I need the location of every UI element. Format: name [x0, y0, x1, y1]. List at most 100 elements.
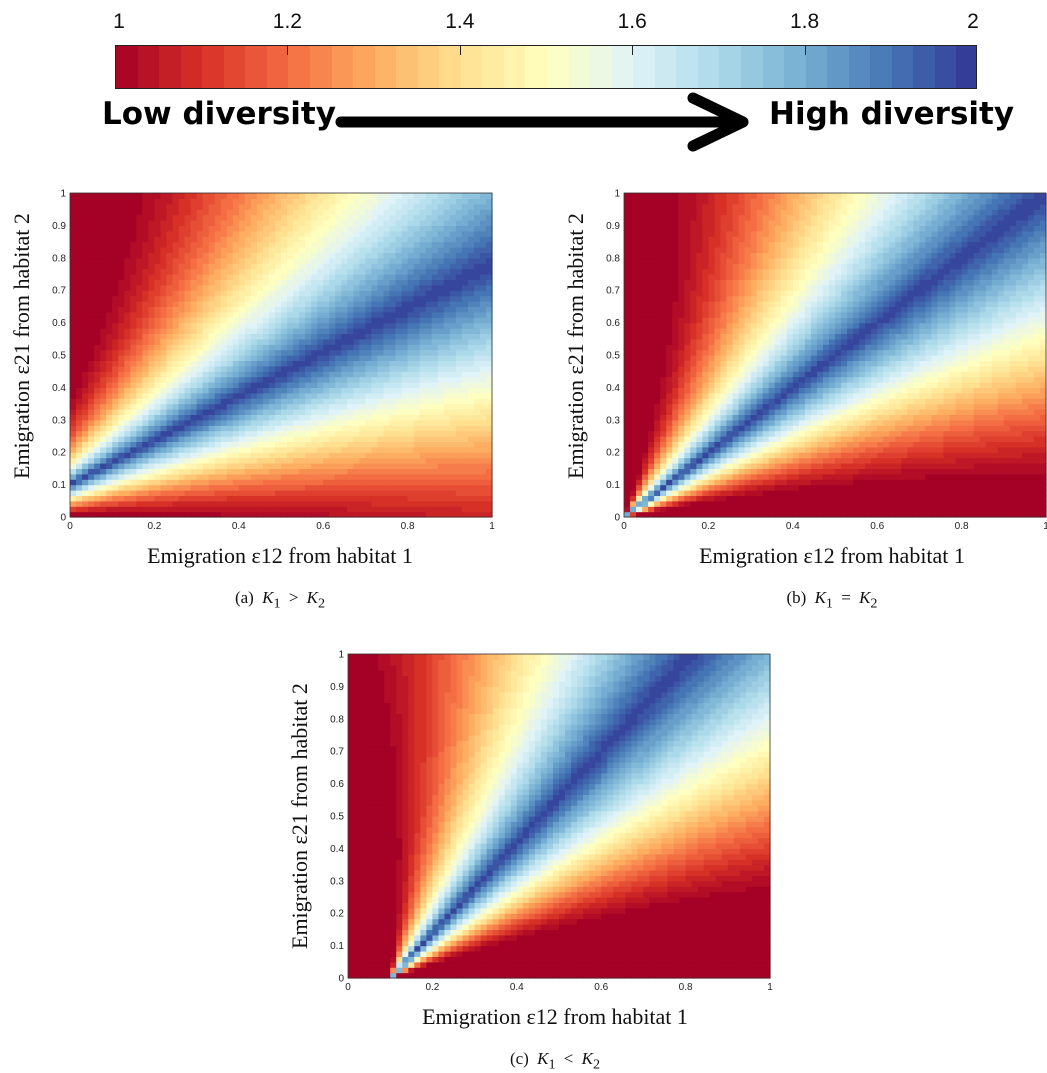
contour-cell	[251, 501, 258, 507]
contour-cell	[293, 479, 300, 485]
contour-cell	[377, 468, 384, 474]
contour-cell	[390, 328, 397, 334]
contour-cell	[118, 279, 125, 285]
contour-cell	[154, 301, 161, 307]
contour-cell	[191, 398, 198, 404]
contour-cell	[257, 398, 264, 404]
contour-cell	[468, 495, 475, 501]
contour-cell	[708, 495, 715, 501]
contour-cell	[209, 242, 216, 248]
contour-cell	[106, 485, 113, 491]
contour-cell	[269, 193, 276, 199]
contour-cell	[179, 279, 186, 285]
contour-cell	[293, 506, 300, 512]
contour-cell	[118, 306, 125, 312]
contour-cell	[166, 414, 173, 420]
contour-cell	[962, 485, 969, 491]
contour-cell	[185, 306, 192, 312]
contour-cell	[383, 360, 390, 366]
contour-cell	[142, 198, 149, 204]
contour-cell	[94, 425, 101, 431]
contour-cell	[383, 393, 390, 399]
contour-cell	[215, 269, 222, 275]
contour-cell	[630, 468, 637, 474]
contour-cell	[980, 490, 987, 496]
contour-cell	[197, 306, 204, 312]
contour-cell	[420, 236, 427, 242]
contour-cell	[341, 441, 348, 447]
contour-cell	[221, 301, 228, 307]
contour-cell	[317, 312, 324, 318]
contour-cell	[281, 425, 288, 431]
contour-cell	[962, 506, 969, 512]
contour-cell	[130, 198, 137, 204]
contour-cell	[185, 220, 192, 226]
contour-cell	[636, 479, 643, 485]
contour-cell	[396, 506, 403, 512]
contour-cell	[365, 220, 372, 226]
contour-cell	[432, 258, 439, 264]
contour-cell	[781, 468, 788, 474]
contour-cell	[221, 306, 228, 312]
contour-cell	[287, 441, 294, 447]
contour-cell	[998, 479, 1005, 485]
contour-cell	[968, 495, 975, 501]
contour-cell	[305, 441, 312, 447]
contour-cell	[203, 393, 210, 399]
contour-cell	[221, 252, 228, 258]
contour-cell	[474, 495, 481, 501]
contour-cell	[408, 209, 415, 215]
contour-cell	[118, 479, 125, 485]
contour-cell	[215, 404, 222, 410]
contour-cell	[124, 220, 131, 226]
contour-cell	[166, 468, 173, 474]
contour-cell	[166, 495, 173, 501]
contour-cell	[112, 404, 119, 410]
contour-cell	[390, 393, 397, 399]
contour-cell	[383, 317, 390, 323]
contour-cell	[203, 398, 210, 404]
contour-cell	[450, 328, 457, 334]
contour-cell	[408, 247, 415, 253]
contour-cell	[347, 301, 354, 307]
contour-cell	[450, 323, 457, 329]
contour-cell	[396, 274, 403, 280]
contour-cell	[648, 479, 655, 485]
contour-cell	[287, 317, 294, 323]
contour-cell	[76, 355, 83, 361]
contour-cell	[835, 506, 842, 512]
contour-cell	[263, 290, 270, 296]
contour-cell	[323, 290, 330, 296]
contour-cell	[88, 447, 95, 453]
contour-cell	[444, 333, 451, 339]
contour-cell	[414, 301, 421, 307]
contour-cell	[678, 485, 685, 491]
contour-cell	[408, 371, 415, 377]
contour-cell	[154, 355, 161, 361]
contour-cell	[426, 458, 433, 464]
contour-cell	[118, 506, 125, 512]
contour-cell	[432, 269, 439, 275]
contour-cell	[275, 479, 282, 485]
contour-cell	[245, 263, 252, 269]
contour-cell	[154, 382, 161, 388]
contour-cell	[323, 317, 330, 323]
contour-cell	[76, 458, 83, 464]
contour-cell	[118, 193, 125, 199]
contour-cell	[468, 425, 475, 431]
contour-cell	[227, 441, 234, 447]
contour-cell	[172, 204, 179, 210]
contour-cell	[462, 350, 469, 356]
contour-cell	[245, 333, 252, 339]
contour-cell	[197, 279, 204, 285]
contour-cell	[148, 193, 155, 199]
contour-cell	[371, 485, 378, 491]
contour-cell	[480, 247, 487, 253]
contour-cell	[414, 490, 421, 496]
contour-cell	[420, 404, 427, 410]
contour-cell	[251, 447, 258, 453]
contour-cell	[420, 506, 427, 512]
contour-cell	[209, 355, 216, 361]
contour-cell	[745, 468, 752, 474]
contour-cell	[402, 398, 409, 404]
